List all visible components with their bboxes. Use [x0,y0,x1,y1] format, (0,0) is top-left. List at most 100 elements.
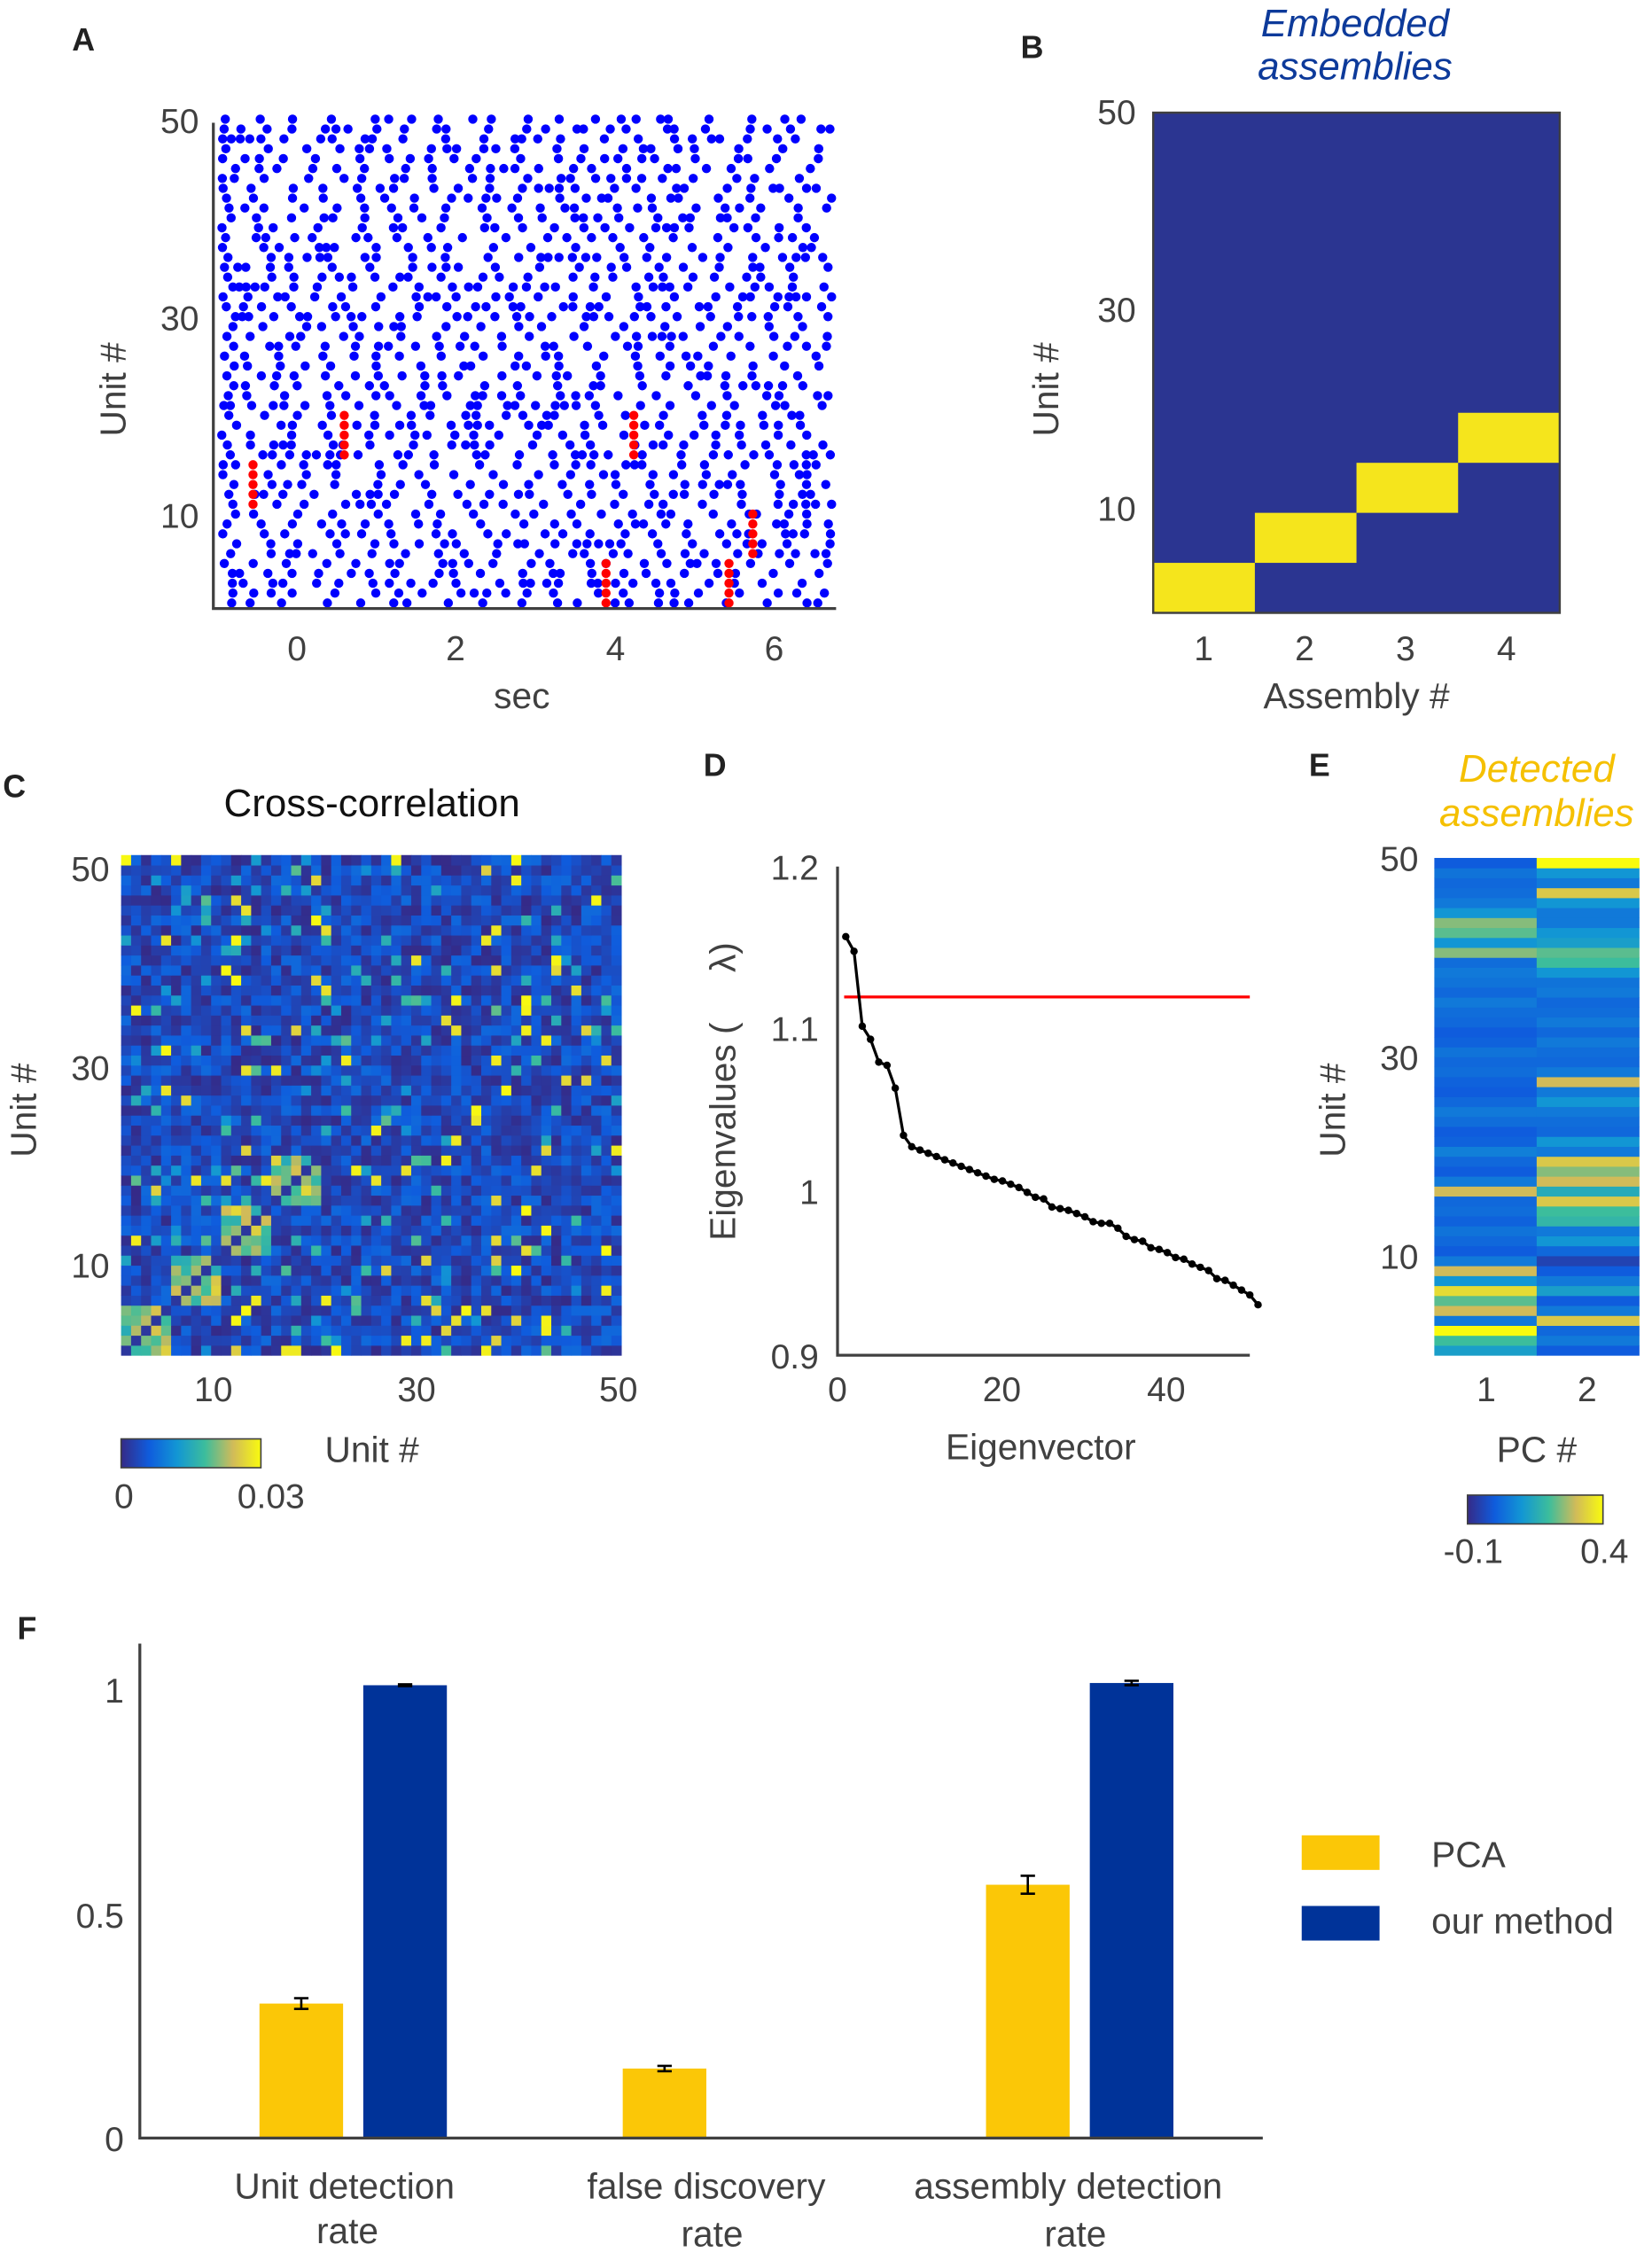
corr-cell [531,1064,542,1076]
corr-cell [541,1005,552,1016]
spike-dot [747,370,757,381]
corr-cell [340,985,352,996]
corr-cell [171,1095,182,1106]
corr-cell [401,1255,412,1266]
spike-dot [714,529,725,539]
corr-cell [541,1025,552,1036]
corr-cell [281,1015,292,1026]
corr-cell [241,885,252,896]
c-ytick: 50 [71,851,109,889]
corr-cell [171,1204,182,1216]
spike-dot [721,410,732,420]
spike-dot [825,529,836,539]
spike-dot [490,312,500,322]
corr-cell [181,854,192,866]
spike-dot [501,232,511,243]
spike-dot [723,243,733,253]
pc-loading-cell [1536,1266,1640,1276]
spike-dot [619,489,628,500]
spike-dot [331,163,342,174]
corr-cell [211,1034,222,1046]
corr-cell [321,1064,332,1076]
corr-cell [221,915,232,926]
corr-cell [160,1155,172,1166]
e-title-line1: Detected [1459,747,1616,791]
spike-dot [222,301,231,312]
corr-cell [401,1165,412,1176]
corr-cell [251,1085,262,1096]
corr-cell [130,1295,142,1306]
corr-cell [230,1204,242,1216]
corr-cell [321,865,332,876]
corr-cell [431,1255,442,1266]
spike-dot [744,193,755,203]
corr-cell [531,854,542,866]
corr-cell [311,1215,322,1226]
spike-dot [394,312,405,322]
spike-dot [562,370,573,381]
spike-dot [328,440,339,450]
spike-dot [371,253,381,262]
corr-cell [451,1005,462,1016]
corr-cell [191,1274,202,1286]
corr-cell [211,1315,222,1326]
spike-dot [462,499,472,510]
spike-dot [646,312,656,322]
corr-cell [351,1075,362,1086]
corr-cell [241,1064,252,1076]
corr-cell [160,1015,172,1026]
spike-dot [514,351,524,362]
e-ytick: 50 [1380,841,1418,879]
corr-cell [340,1274,352,1286]
corr-cell [151,1215,162,1226]
spike-dot [604,312,614,322]
corr-cell [480,1315,492,1326]
corr-cell [370,955,382,966]
spike-dot [476,519,486,529]
corr-cell [571,1335,582,1346]
corr-cell [561,885,573,896]
spike-dot [403,272,413,282]
spike-dot [568,549,578,558]
corr-cell [211,1005,222,1016]
corr-cell [561,1025,573,1036]
corr-cell [401,1315,412,1326]
spike-dot [274,351,284,362]
corr-cell [581,1034,592,1046]
spike-dot [773,499,783,510]
corr-cell [440,1215,452,1226]
spike-dot [426,489,437,500]
corr-cell [211,1134,222,1146]
corr-cell [261,1245,272,1256]
spike-dot [689,430,699,440]
corr-cell [561,1295,573,1306]
corr-cell [551,1204,562,1216]
corr-cell [591,1315,602,1326]
corr-cell [581,915,592,926]
corr-cell [591,1235,602,1246]
corr-cell [151,1285,162,1296]
eigenvalue-point [1229,1281,1237,1290]
spike-dot [340,391,351,401]
corr-cell [321,1025,332,1036]
spike-dot [414,470,424,479]
corr-cell [591,994,602,1006]
corr-cell [421,1295,432,1306]
corr-cell [141,865,152,876]
corr-cell [300,1215,312,1226]
corr-cell [510,1185,522,1196]
corr-cell [531,894,542,906]
corr-cell [571,905,582,916]
spike-dot [330,243,339,253]
corr-cell [351,935,362,946]
corr-cell [561,1174,573,1186]
spike-dot [735,588,744,598]
corr-cell [331,975,342,986]
corr-cell [130,924,142,936]
eigenvalue-point [1015,1183,1023,1192]
spike-dot [743,134,752,144]
spike-dot [229,381,239,391]
corr-cell [221,1015,232,1026]
corr-cell [270,1325,282,1337]
corr-cell [331,885,342,896]
